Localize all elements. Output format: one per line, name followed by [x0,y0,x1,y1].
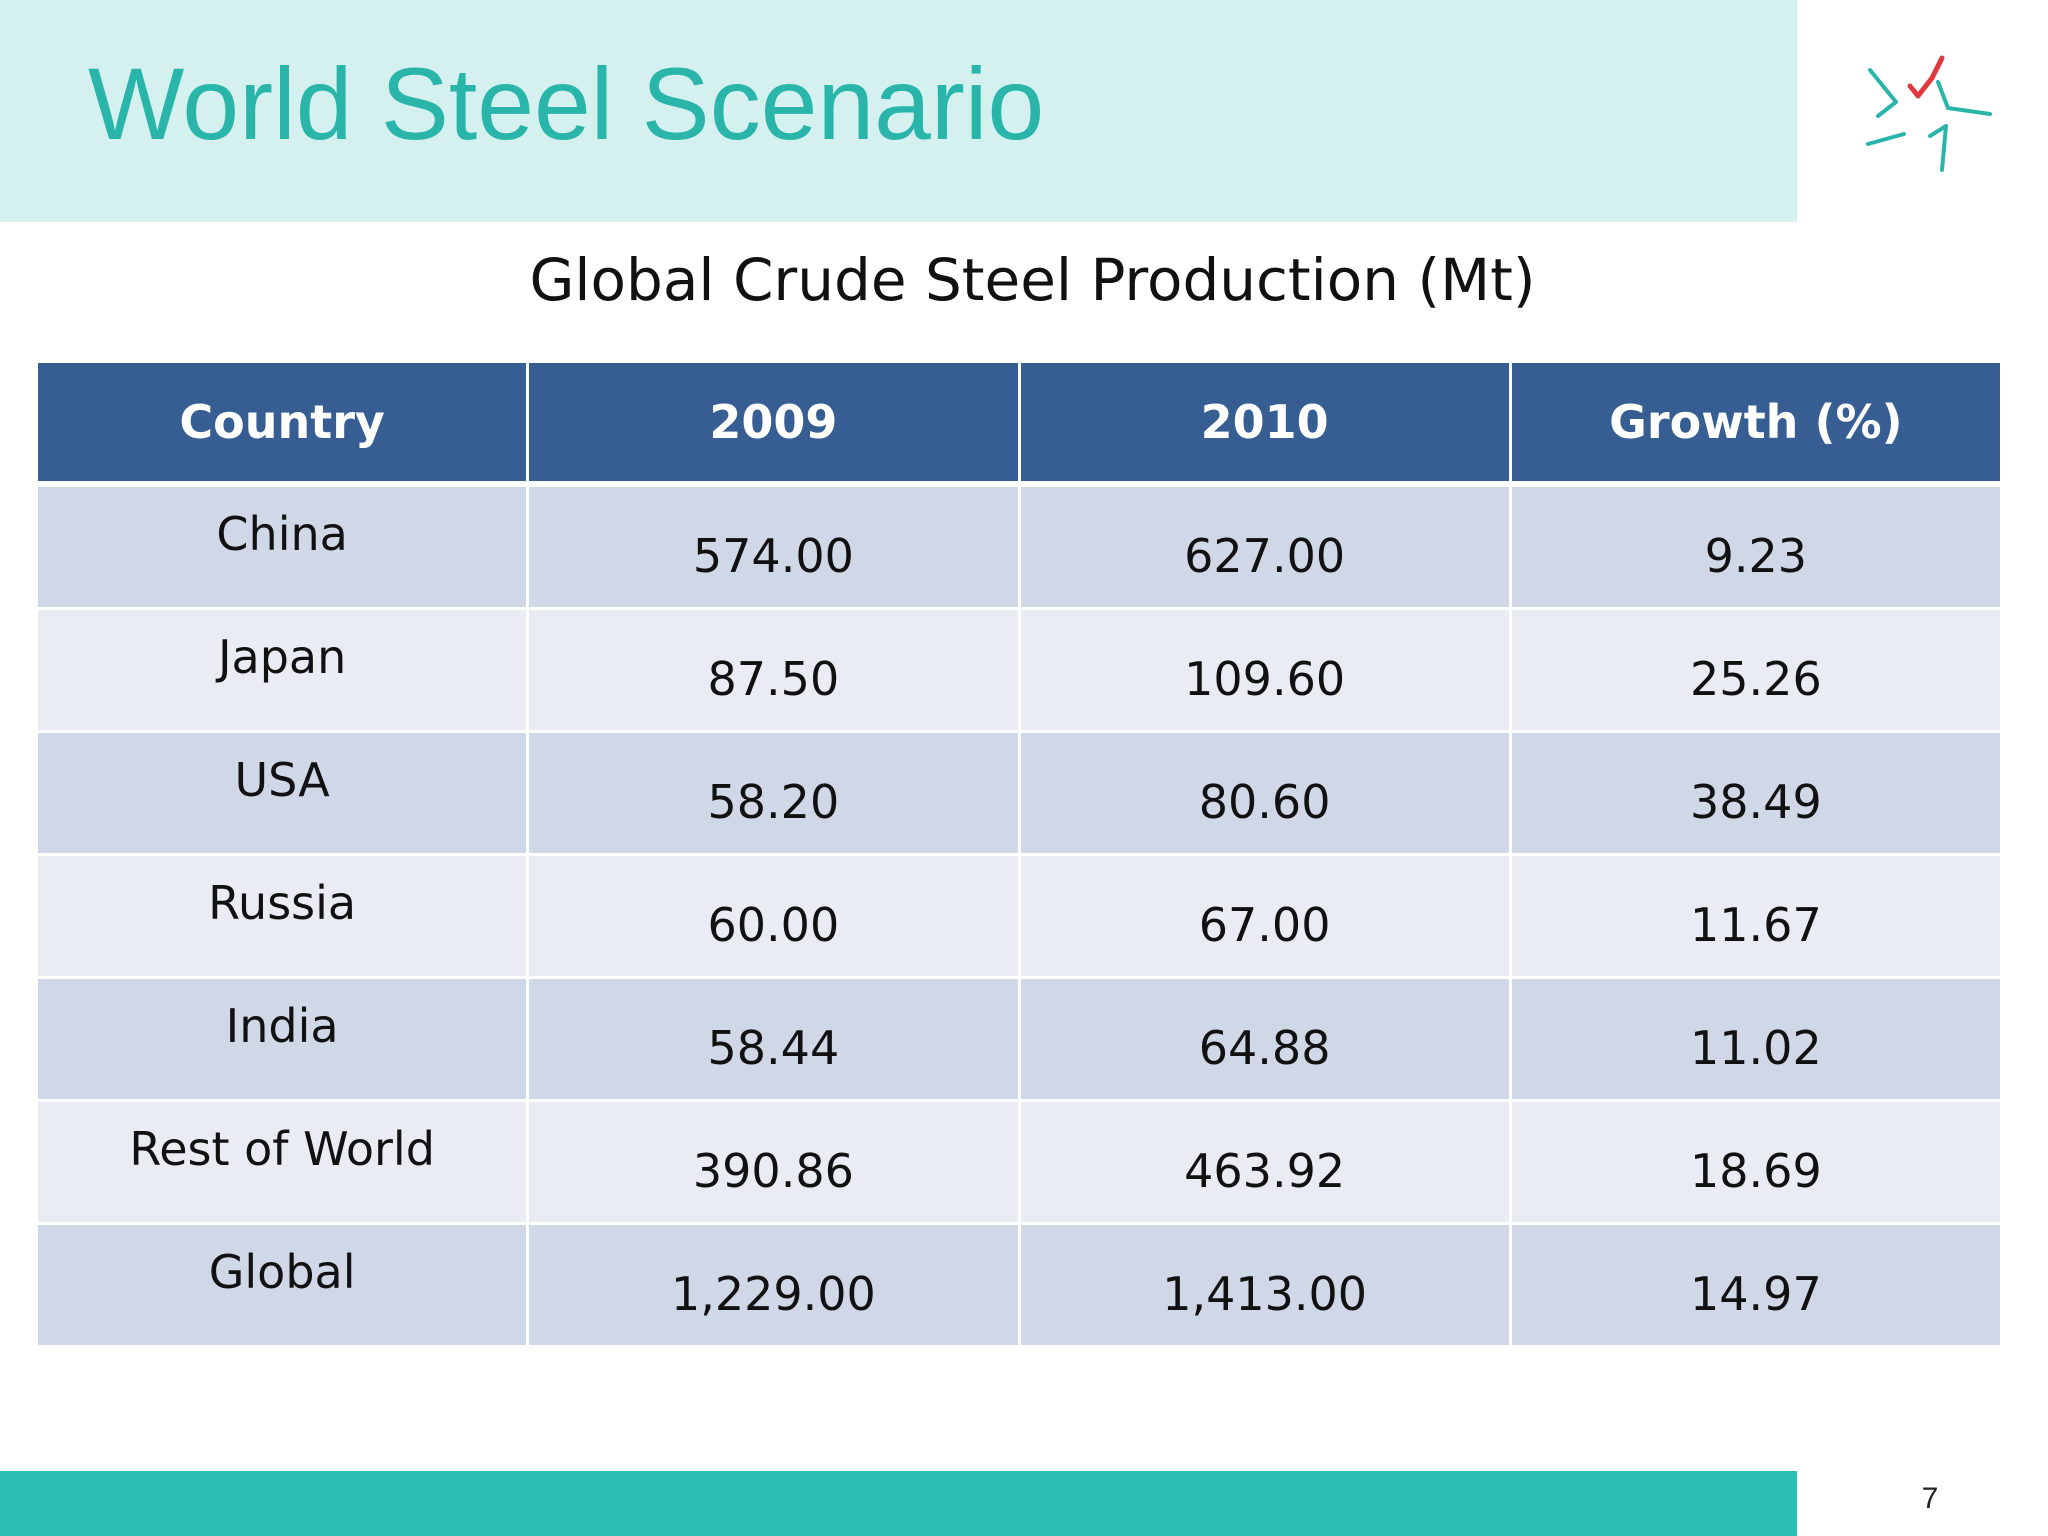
growth-cell: 11.02 [1508,976,2004,1102]
value-2010-cell: 627.00 [1017,482,1512,610]
growth-cell: 11.67 [1508,853,2004,979]
value-2009-cell: 87.50 [526,607,1021,733]
value-2009-cell: 58.20 [526,730,1021,856]
value-2010-cell: 80.60 [1017,730,1512,856]
table-row: Russia 60.00 67.00 11.67 [34,853,2004,979]
country-cell: Global [34,1222,530,1348]
value-2009-cell: 574.00 [526,482,1021,610]
country-cell: USA [34,730,530,856]
table-row: Japan 87.50 109.60 25.26 [34,607,2004,733]
country-cell: Russia [34,853,530,979]
growth-cell: 9.23 [1508,482,2004,610]
star-logo-icon [1866,55,1992,172]
header-growth: Growth (%) [1508,360,2004,487]
table-row: India 58.44 64.88 11.02 [34,976,2004,1102]
table-header-row: Country 2009 2010 Growth (%) [34,360,2004,487]
value-2010-cell: 64.88 [1017,976,1512,1102]
growth-cell: 38.49 [1508,730,2004,856]
table-title: Global Crude Steel Production (Mt) [529,246,1536,314]
growth-cell: 25.26 [1508,607,2004,733]
table-row: USA 58.20 80.60 38.49 [34,730,2004,856]
steel-production-table: Country 2009 2010 Growth (%) China 574.0… [34,360,2004,1348]
footer-band [0,1471,1797,1536]
country-cell: Japan [34,607,530,733]
value-2009-cell: 1,229.00 [526,1222,1021,1348]
value-2009-cell: 58.44 [526,976,1021,1102]
header-2009: 2009 [526,360,1021,487]
header-2010: 2010 [1017,360,1512,487]
country-cell: China [34,482,530,610]
table-row: China 574.00 627.00 9.23 [34,482,2004,610]
header-country: Country [34,360,530,487]
growth-cell: 18.69 [1508,1099,2004,1225]
slide-title: World Steel Scenario [88,47,1045,161]
table-row: Global 1,229.00 1,413.00 14.97 [34,1222,2004,1348]
value-2010-cell: 67.00 [1017,853,1512,979]
table-row: Rest of World 390.86 463.92 18.69 [34,1099,2004,1225]
value-2010-cell: 109.60 [1017,607,1512,733]
value-2009-cell: 60.00 [526,853,1021,979]
country-cell: India [34,976,530,1102]
value-2010-cell: 1,413.00 [1017,1222,1512,1348]
value-2010-cell: 463.92 [1017,1099,1512,1225]
page-number: 7 [1921,1482,1939,1515]
title-band [0,0,1797,222]
growth-cell: 14.97 [1508,1222,2004,1348]
country-cell: Rest of World [34,1099,530,1225]
value-2009-cell: 390.86 [526,1099,1021,1225]
